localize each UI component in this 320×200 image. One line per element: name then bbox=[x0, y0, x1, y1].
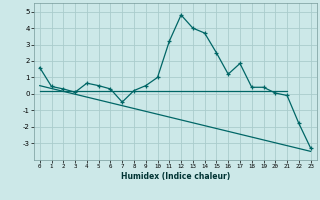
X-axis label: Humidex (Indice chaleur): Humidex (Indice chaleur) bbox=[121, 172, 230, 181]
